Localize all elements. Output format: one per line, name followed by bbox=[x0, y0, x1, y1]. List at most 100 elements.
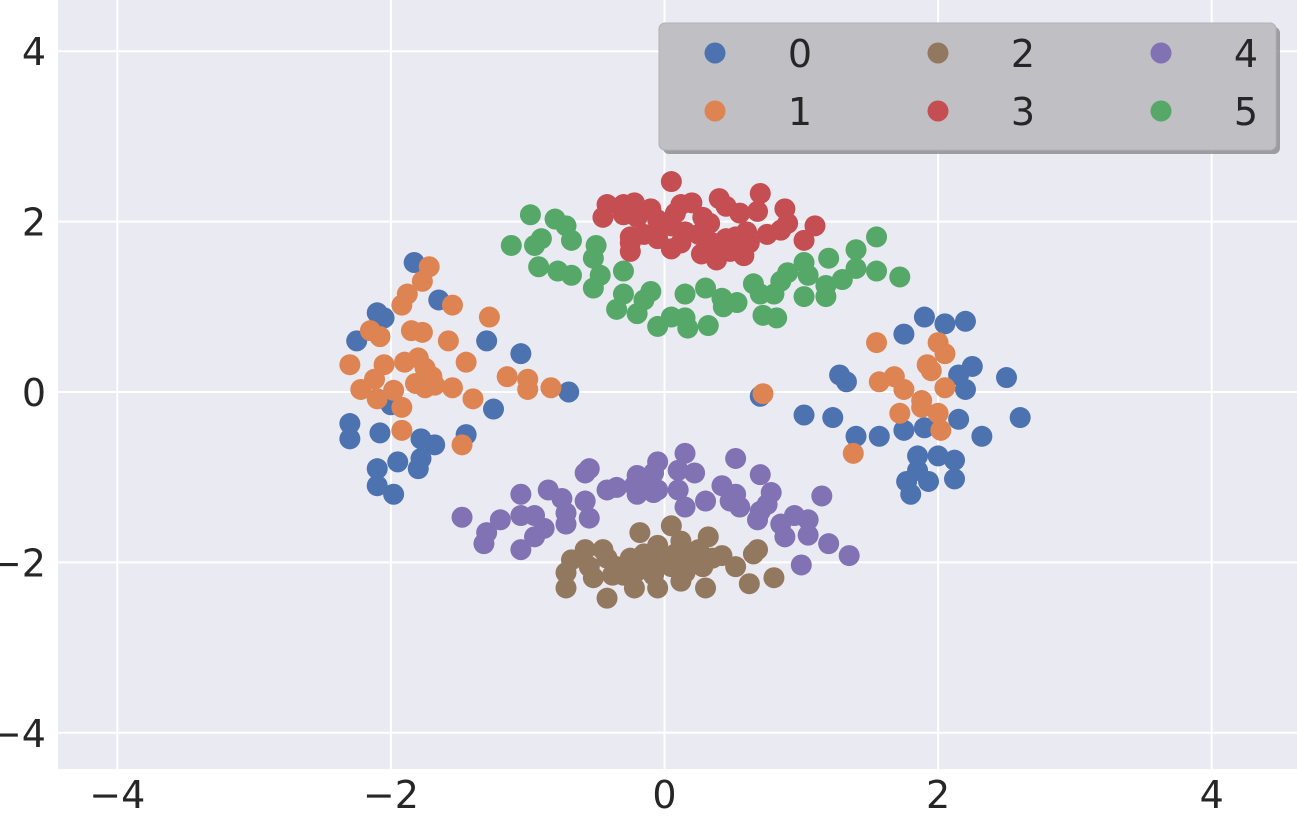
point-series-0 bbox=[387, 451, 409, 473]
point-series-5 bbox=[612, 260, 634, 282]
point-series-4 bbox=[489, 509, 511, 531]
point-series-1 bbox=[369, 326, 391, 348]
point-series-0 bbox=[907, 445, 929, 467]
point-series-4 bbox=[533, 517, 555, 539]
point-series-5 bbox=[866, 260, 888, 282]
point-series-0 bbox=[954, 378, 976, 400]
point-series-0 bbox=[971, 425, 993, 447]
point-series-5 bbox=[582, 277, 604, 299]
point-series-4 bbox=[537, 479, 559, 501]
point-series-1 bbox=[391, 419, 413, 441]
point-series-5 bbox=[889, 266, 911, 288]
point-series-3 bbox=[793, 229, 815, 251]
series-3 bbox=[592, 171, 826, 271]
point-series-1 bbox=[411, 321, 433, 343]
point-series-5 bbox=[845, 239, 867, 261]
point-series-0 bbox=[476, 330, 498, 352]
point-series-0 bbox=[339, 413, 361, 435]
point-series-4 bbox=[729, 496, 751, 518]
point-series-4 bbox=[797, 524, 819, 546]
point-series-2 bbox=[623, 577, 645, 599]
point-series-4 bbox=[756, 493, 778, 515]
point-series-5 bbox=[560, 229, 582, 251]
point-series-2 bbox=[582, 567, 604, 589]
x-tick-label: −2 bbox=[363, 773, 419, 817]
point-series-4 bbox=[606, 476, 628, 498]
point-series-3 bbox=[626, 206, 648, 228]
point-series-0 bbox=[1009, 407, 1031, 429]
point-series-0 bbox=[934, 313, 956, 335]
point-series-5 bbox=[606, 298, 628, 320]
point-series-1 bbox=[383, 379, 405, 401]
point-series-3 bbox=[729, 202, 751, 224]
point-series-0 bbox=[913, 306, 935, 328]
point-series-1 bbox=[752, 383, 774, 405]
legend-item-5: 5 bbox=[1150, 90, 1258, 134]
point-series-1 bbox=[391, 294, 413, 316]
point-series-2 bbox=[738, 573, 760, 595]
point-series-5 bbox=[697, 315, 719, 337]
x-tick-label: −4 bbox=[89, 773, 145, 817]
point-series-1 bbox=[478, 306, 500, 328]
point-series-0 bbox=[369, 422, 391, 444]
point-series-5 bbox=[524, 234, 546, 256]
point-series-2 bbox=[763, 567, 785, 589]
x-tick-label: 0 bbox=[652, 773, 676, 817]
point-series-0 bbox=[918, 470, 940, 492]
point-series-5 bbox=[815, 286, 837, 308]
point-series-0 bbox=[948, 408, 970, 430]
point-series-3 bbox=[804, 215, 826, 237]
point-series-2 bbox=[692, 556, 714, 578]
point-series-5 bbox=[582, 247, 604, 269]
point-series-2 bbox=[660, 515, 682, 537]
point-series-4 bbox=[643, 482, 665, 504]
point-series-4 bbox=[578, 507, 600, 529]
legend-label: 5 bbox=[1234, 90, 1258, 134]
point-series-4 bbox=[667, 479, 689, 501]
point-series-1 bbox=[517, 378, 539, 400]
point-series-1 bbox=[441, 377, 463, 399]
point-series-1 bbox=[366, 388, 388, 410]
point-series-5 bbox=[766, 307, 788, 329]
point-series-0 bbox=[558, 381, 580, 403]
point-series-1 bbox=[462, 388, 484, 410]
legend-item-1: 1 bbox=[704, 90, 812, 134]
point-series-4 bbox=[574, 462, 596, 484]
point-series-0 bbox=[893, 323, 915, 345]
legend-label: 0 bbox=[788, 32, 812, 76]
point-series-4 bbox=[797, 509, 819, 531]
point-series-2 bbox=[629, 522, 651, 544]
point-series-2 bbox=[695, 577, 717, 599]
point-series-3 bbox=[681, 192, 703, 214]
point-series-4 bbox=[818, 533, 840, 555]
point-series-2 bbox=[670, 570, 692, 592]
legend-item-4: 4 bbox=[1150, 32, 1258, 76]
point-series-5 bbox=[500, 234, 522, 256]
point-series-1 bbox=[911, 396, 933, 418]
point-series-1 bbox=[927, 402, 949, 424]
point-series-5 bbox=[866, 226, 888, 248]
point-series-4 bbox=[674, 496, 696, 518]
point-series-2 bbox=[697, 526, 719, 548]
point-series-3 bbox=[738, 232, 760, 254]
point-series-4 bbox=[747, 509, 769, 531]
legend-label: 2 bbox=[1011, 32, 1035, 76]
legend-item-0: 0 bbox=[704, 32, 812, 76]
x-axis-tick-labels: −4 −2 0 2 4 bbox=[89, 773, 1224, 817]
point-series-0 bbox=[868, 425, 890, 447]
point-series-0 bbox=[996, 367, 1017, 389]
point-series-5 bbox=[677, 317, 699, 339]
point-series-4 bbox=[811, 485, 833, 507]
point-series-5 bbox=[695, 277, 717, 299]
point-series-0 bbox=[366, 458, 388, 480]
point-series-5 bbox=[519, 204, 541, 226]
point-series-1 bbox=[540, 377, 562, 399]
y-tick-label: 2 bbox=[22, 201, 46, 245]
point-series-4 bbox=[667, 459, 689, 481]
point-series-1 bbox=[842, 442, 864, 464]
point-series-4 bbox=[695, 490, 717, 512]
point-series-1 bbox=[455, 351, 477, 373]
point-series-1 bbox=[339, 354, 361, 376]
legend-label: 3 bbox=[1011, 90, 1035, 134]
